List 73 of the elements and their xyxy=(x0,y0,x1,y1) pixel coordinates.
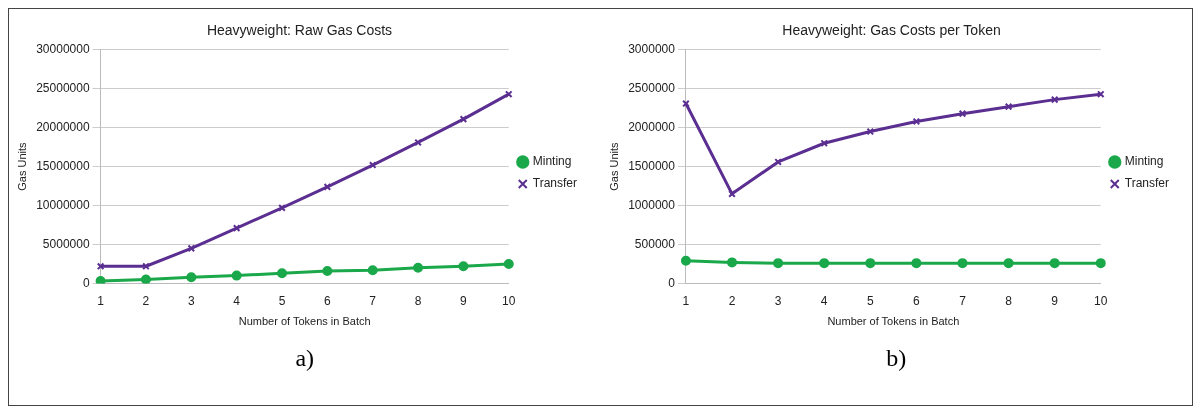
y-axis-title: Gas Units xyxy=(15,141,28,191)
point xyxy=(141,274,152,284)
point xyxy=(1095,258,1106,269)
y-tick-label: 0 xyxy=(667,275,675,290)
point xyxy=(866,127,874,136)
text: a) xyxy=(295,345,315,372)
y-axis-title: Gas Units xyxy=(607,141,620,191)
point xyxy=(958,109,967,118)
point xyxy=(818,258,829,269)
x-tick-label: 4 xyxy=(820,293,828,308)
point xyxy=(322,265,333,276)
point xyxy=(1003,258,1014,269)
point xyxy=(504,258,515,269)
legend-label: Minting xyxy=(533,154,572,169)
point xyxy=(680,255,691,266)
point xyxy=(95,276,106,284)
x-tick-label: 10 xyxy=(1093,293,1108,308)
y-tick-label: 3000000 xyxy=(627,42,675,57)
x-tick-label: 7 xyxy=(958,293,966,308)
y-tick-label: 500000 xyxy=(634,236,675,251)
x-tick-label: 5 xyxy=(866,293,874,308)
point xyxy=(911,258,922,269)
point xyxy=(277,268,288,279)
x-tick-label: 3 xyxy=(774,293,782,308)
y-tick-label: 20000000 xyxy=(36,119,91,134)
point xyxy=(1004,102,1013,111)
y-tick-label: 5000000 xyxy=(43,236,91,251)
point xyxy=(1050,95,1059,104)
chart-title: Heavyweight: Gas Costs per Token xyxy=(782,22,1001,39)
point xyxy=(458,261,469,272)
x-axis-title: Number of Tokens in Batch xyxy=(238,315,371,328)
y-tick-label: 1000000 xyxy=(627,197,675,212)
y-tick-label: 25000000 xyxy=(36,81,91,96)
point xyxy=(1049,258,1060,269)
y-tick-label: 2500000 xyxy=(627,81,675,96)
x-tick-label: 4 xyxy=(233,293,241,308)
legend-label: Minting xyxy=(1124,154,1164,169)
point xyxy=(187,244,196,253)
point xyxy=(912,117,920,126)
x-tick-label: 10 xyxy=(502,293,517,308)
point xyxy=(772,258,783,269)
chart-title: Heavyweight: Raw Gas Costs xyxy=(207,22,393,39)
x-tick-label: 1 xyxy=(97,293,105,308)
x-tick-label: 2 xyxy=(728,293,736,308)
point xyxy=(231,270,242,281)
x-tick-label: 6 xyxy=(912,293,920,308)
x-tick-label: 9 xyxy=(1051,293,1059,308)
y-tick-label: 15000000 xyxy=(36,158,91,173)
point xyxy=(186,272,197,283)
point xyxy=(726,257,737,268)
x-tick-label: 8 xyxy=(414,293,422,308)
x-tick-label: 8 xyxy=(1004,293,1012,308)
x-tick-label: 3 xyxy=(188,293,196,308)
point xyxy=(97,262,105,271)
x-tick-label: 2 xyxy=(142,293,150,308)
x-tick-label: 5 xyxy=(278,293,286,308)
y-tick-label: 2000000 xyxy=(627,119,675,134)
x-tick-label: 6 xyxy=(324,293,332,308)
y-tick-label: 10000000 xyxy=(36,197,91,212)
text: b) xyxy=(886,345,907,372)
x-axis-title: Number of Tokens in Batch xyxy=(827,315,960,328)
x-tick-label: 7 xyxy=(369,293,377,308)
y-tick-label: 1500000 xyxy=(627,158,675,173)
point xyxy=(865,258,876,269)
point xyxy=(957,258,968,269)
point xyxy=(413,262,424,273)
x-tick-label: 9 xyxy=(460,293,468,308)
y-tick-label: 0 xyxy=(83,275,91,290)
legend-label: Transfer xyxy=(533,176,578,191)
x-tick-label: 1 xyxy=(682,293,690,308)
point xyxy=(367,265,378,276)
legend-label: Transfer xyxy=(1124,176,1169,191)
y-tick-label: 30000000 xyxy=(36,42,91,57)
